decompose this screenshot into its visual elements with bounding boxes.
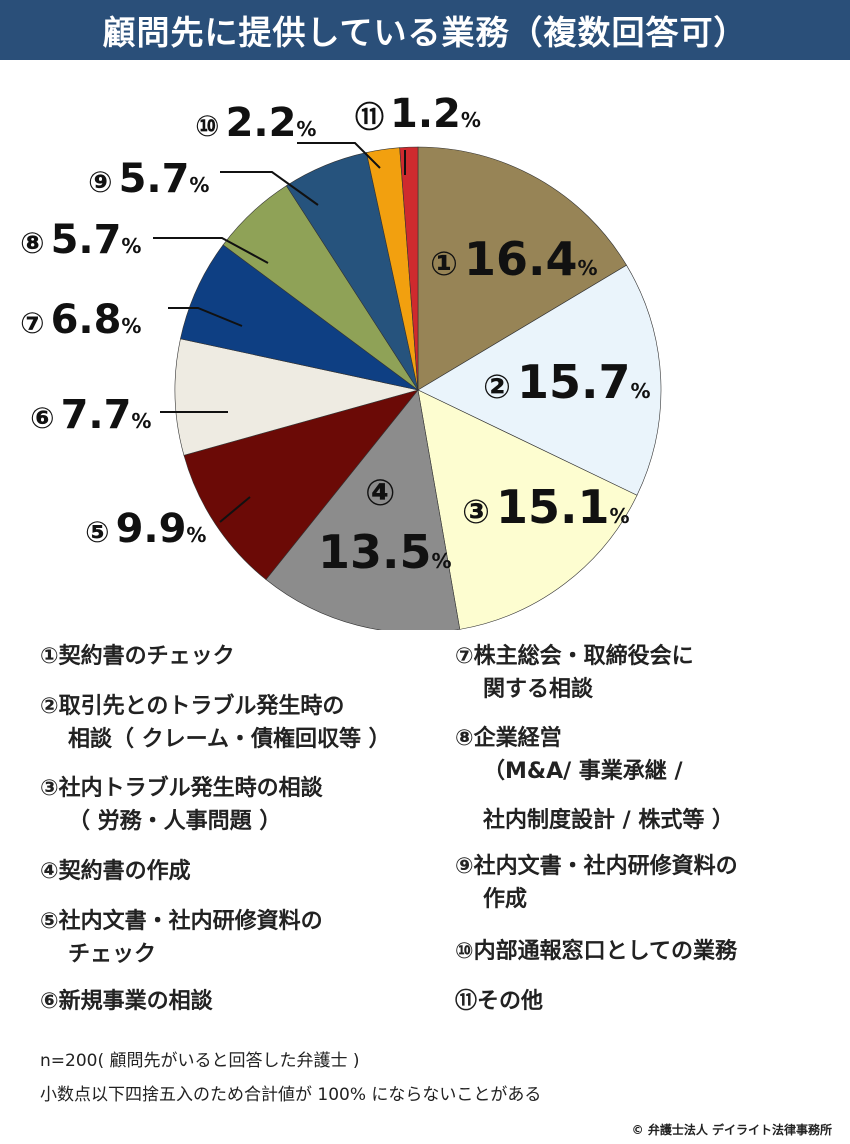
legend-line2: 作成: [483, 887, 528, 912]
left-legend-item: ①契約書のチェック: [40, 640, 235, 673]
chart-title: 顧問先に提供している業務（複数回答可）: [102, 13, 748, 52]
slice-label-9: ⑨ 5.7%: [88, 156, 209, 202]
legend-line1: ②取引先とのトラブル発生時の: [40, 694, 345, 719]
slice-label-11: ⑪ 1.2%: [355, 91, 481, 137]
leader-line-9: [220, 171, 319, 206]
pie-slice-7: [180, 244, 419, 391]
legend-line1: ⑤社内文書・社内研修資料の: [40, 909, 323, 934]
right-legend-item: ⑪その他: [455, 985, 543, 1018]
legend-line2: （ 労務・人事問題 ）: [68, 809, 282, 834]
legend-line2: （M&A/ 事業承継 /: [483, 759, 683, 784]
legend-line1: ⑦株主総会・取締役会に: [455, 644, 694, 669]
legend-line1: ④契約書の作成: [40, 859, 191, 884]
slice-label-1: ① 16.4%: [430, 232, 598, 286]
right-legend-item: ⑨社内文書・社内研修資料の作成: [455, 850, 738, 916]
title-bar: 顧問先に提供している業務（複数回答可）: [0, 0, 850, 60]
leader-line-7: [168, 307, 243, 327]
right-legend-item: 社内制度設計 / 株式等 ）: [455, 804, 734, 837]
leader-line-10: [297, 142, 381, 169]
legend-line1: ⑥新規事業の相談: [40, 989, 213, 1014]
left-legend-item: ⑥新規事業の相談: [40, 985, 213, 1018]
right-legend-item: ⑦株主総会・取締役会に関する相談: [455, 640, 694, 706]
left-legend-item: ④契約書の作成: [40, 855, 191, 888]
legend-line1: ⑩内部通報窓口としての業務: [455, 939, 737, 964]
slice-label-8: ⑧ 5.7%: [20, 217, 141, 263]
sample-note: n=200( 顧問先がいると回答した弁護士 ): [40, 1051, 360, 1071]
legend-line1: ③社内トラブル発生時の相談: [40, 776, 323, 801]
pie-slice-1: [417, 146, 627, 391]
pie-slice-6: [174, 338, 419, 456]
legend-line2: チェック: [68, 942, 157, 967]
left-legend-item: ②取引先とのトラブル発生時の相談（ クレーム・債権回収等 ）: [40, 690, 391, 756]
legend-line2: 相談（ クレーム・債権回収等 ）: [68, 727, 391, 752]
slice-label-2: ② 15.7%: [483, 355, 651, 409]
pie-slice-11: [399, 146, 419, 391]
legend-line1: ⑪その他: [455, 989, 544, 1014]
legend-line1: ⑨社内文書・社内研修資料の: [455, 854, 738, 879]
slice-label-3: ③ 15.1%: [462, 480, 630, 534]
slice-mark-4: ④: [365, 473, 395, 514]
legend-line1: ①契約書のチェック: [40, 644, 235, 669]
credit: © 弁護士法人 デイライト法律事務所: [631, 1123, 832, 1137]
left-legend-item: ⑤社内文書・社内研修資料のチェック: [40, 905, 323, 971]
legend-line2: 関する相談: [483, 677, 594, 702]
left-legend-item: ③社内トラブル発生時の相談 （ 労務・人事問題 ）: [40, 772, 323, 838]
pie-slice-3: [417, 389, 638, 630]
slice-label-10: ⑩ 2.2%: [195, 100, 316, 146]
pie-slice-5: [183, 389, 419, 580]
right-legend-item: ⑧企業経営 （M&A/ 事業承継 /: [455, 722, 683, 788]
pie-slice-4: [265, 389, 461, 630]
slice-label-4: 13.5%: [318, 525, 452, 579]
slice-label-6: ⑥ 7.7%: [30, 392, 151, 438]
pie-slice-2: [417, 264, 662, 496]
rounding-note: 小数点以下四捨五入のため合計値が 100% にならないことがある: [40, 1085, 542, 1105]
legend-line1: ⑧企業経営: [455, 726, 562, 751]
legend-line2: 社内制度設計 / 株式等 ）: [483, 808, 735, 833]
slice-label-7: ⑦ 6.8%: [20, 297, 141, 343]
right-legend-item: ⑩内部通報窓口としての業務: [455, 935, 737, 968]
slice-label-5: ⑤ 9.9%: [85, 506, 206, 552]
leader-line-5: [219, 496, 251, 523]
pie-chart: ① 16.4% ② 15.7% ③ 15.1% ④ 13.5% ⑤ 9.9% ⑥ 7.7% ⑦ 6.8% ⑧…: [20, 91, 662, 630]
leader-line-8: [153, 237, 269, 264]
